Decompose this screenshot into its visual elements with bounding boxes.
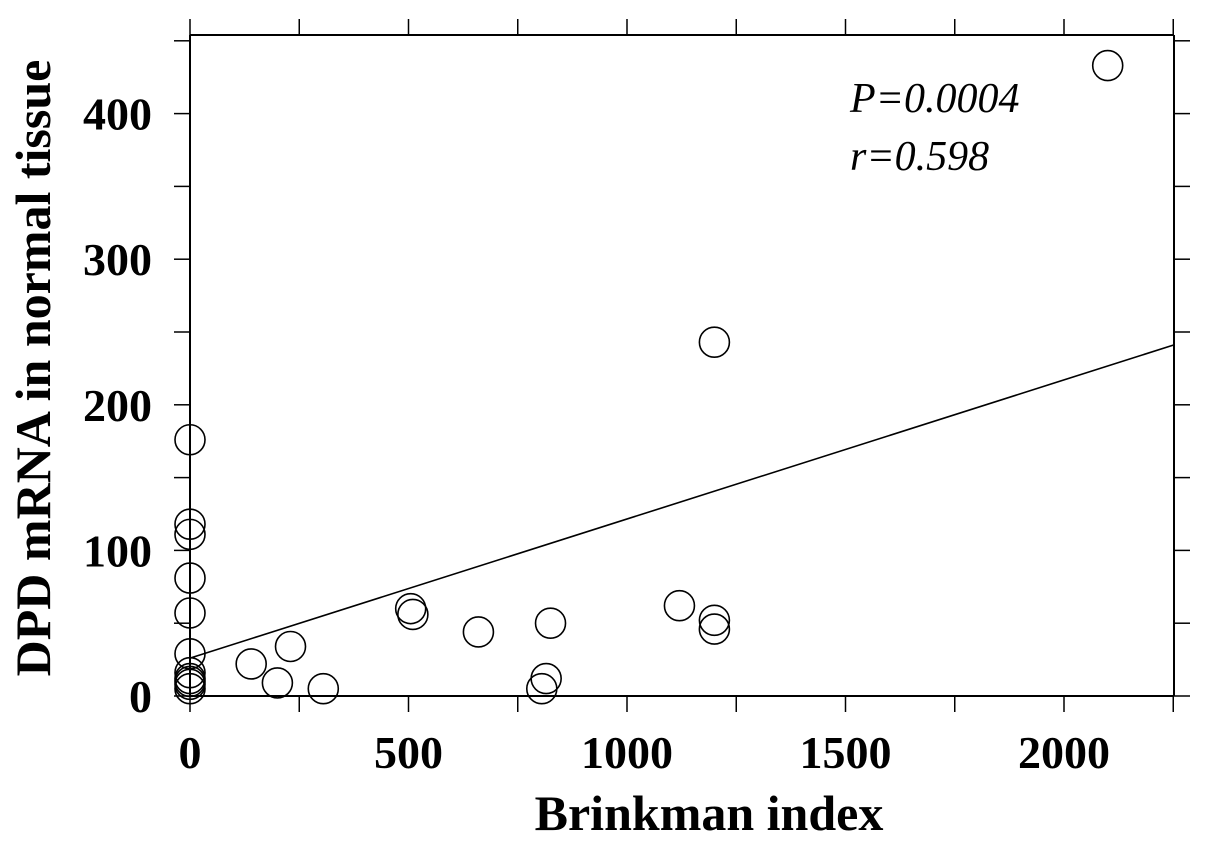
data-point [663, 589, 696, 622]
tick-labels: 0 500 1000 1500 2000 0 100 200 300 400 [83, 89, 1110, 778]
y-tick-label: 0 [129, 671, 152, 722]
data-point [698, 604, 731, 637]
data-point [174, 656, 206, 689]
data-point [525, 672, 558, 705]
y-tick-label: 300 [83, 234, 152, 285]
axes [189, 34, 1175, 697]
r-value-annotation: r=0.598 [850, 134, 989, 180]
data-point [235, 648, 267, 680]
data-point [174, 597, 206, 629]
data-point [397, 598, 429, 631]
x-tick-label: 500 [374, 727, 443, 778]
x-tick-label: 1000 [581, 727, 673, 778]
data-point [174, 508, 206, 540]
data-point [698, 613, 731, 645]
data-point [307, 672, 340, 705]
y-tick-label: 400 [83, 89, 152, 140]
x-tick-label: 1500 [800, 727, 892, 778]
p-value-annotation: P=0.0004 [849, 76, 1020, 122]
ticks [174, 19, 1190, 712]
data-points [174, 49, 1124, 705]
x-tick-label: 0 [179, 727, 202, 778]
x-axis-label: Brinkman index [535, 785, 884, 841]
fit [189, 344, 1174, 659]
data-point [261, 667, 294, 699]
data-point [174, 518, 206, 551]
data-point [698, 326, 731, 358]
data-point [534, 607, 567, 640]
data-point [174, 562, 206, 594]
annotations: P=0.0004 r=0.598 [849, 76, 1020, 180]
data-point [394, 592, 427, 625]
data-point [462, 616, 495, 648]
data-point [1091, 49, 1124, 82]
x-tick-label: 2000 [1018, 727, 1110, 778]
data-point [174, 423, 206, 456]
y-tick-label: 100 [83, 525, 152, 576]
data-point [174, 672, 206, 705]
regression-line [189, 344, 1174, 659]
y-axis-label: DPD mRNA in normal tissue [5, 60, 61, 677]
data-point [274, 630, 307, 663]
y-tick-label: 200 [83, 380, 152, 431]
